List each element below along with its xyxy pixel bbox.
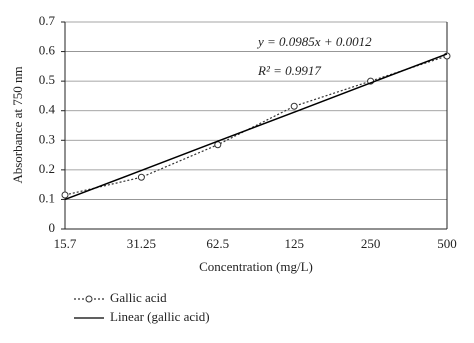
x-tick-label: 15.7 (54, 236, 77, 251)
legend-label: Linear (gallic acid) (110, 309, 210, 324)
data-point (61, 191, 69, 199)
legend-label: Gallic acid (110, 290, 167, 305)
y-tick-label: 0.6 (39, 43, 56, 58)
data-point (290, 102, 298, 110)
data-point (137, 173, 145, 181)
x-axis-label: Concentration (mg/L) (199, 259, 313, 274)
x-tick-label: 31.25 (127, 236, 156, 251)
series-line (64, 55, 448, 196)
r-squared: R² = 0.9917 (257, 63, 321, 78)
legend-marker (85, 295, 93, 303)
x-tick-label: 62.5 (206, 236, 229, 251)
series-line (64, 53, 448, 201)
y-tick-label: 0.7 (39, 13, 56, 28)
y-tick-label: 0.1 (39, 190, 55, 205)
y-tick-label: 0.3 (39, 131, 55, 146)
y-tick-label: 0.5 (39, 72, 55, 87)
x-tick-label: 125 (284, 236, 304, 251)
y-tick-label: 0.2 (39, 161, 55, 176)
y-tick-label: 0 (49, 220, 56, 235)
equation: y = 0.0985x + 0.0012 (256, 34, 372, 49)
x-tick-label: 250 (361, 236, 381, 251)
y-axis-label: Absorbance at 750 nm (10, 66, 25, 183)
x-tick-label: 500 (437, 236, 457, 251)
data-point (443, 52, 451, 60)
y-tick-label: 0.4 (39, 102, 56, 117)
